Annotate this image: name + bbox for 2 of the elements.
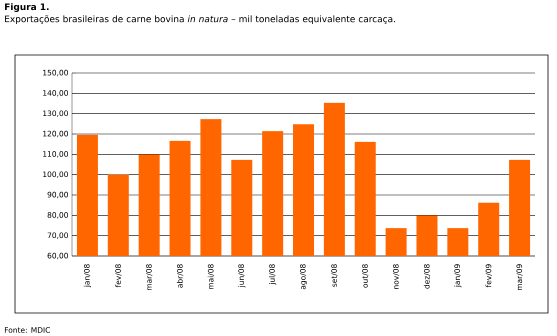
chart-subtitle: Exportações brasileiras de carne bovina in natura – mil toneladas equivalente carcaça.	[5, 15, 395, 24]
chart-title: Figura 1.	[5, 3, 49, 12]
